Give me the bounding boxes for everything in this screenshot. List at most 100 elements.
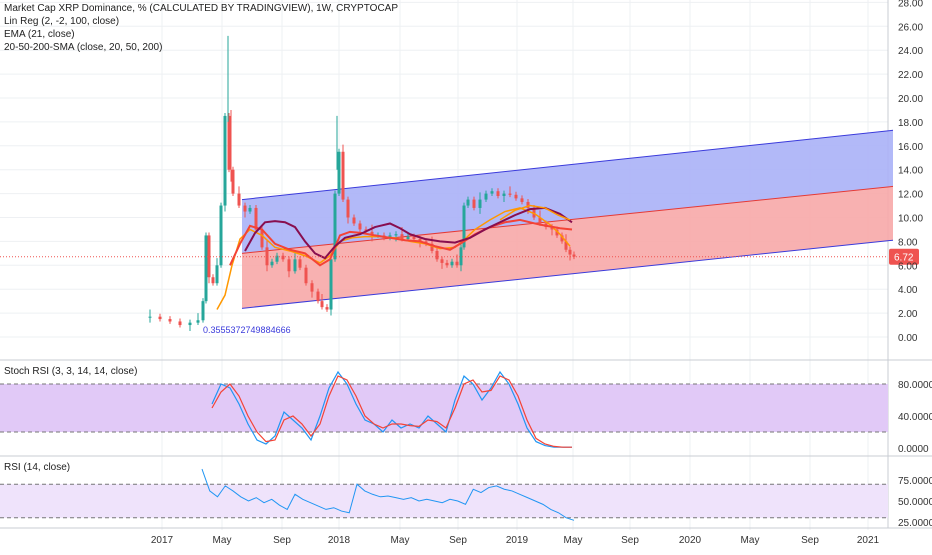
candle-body xyxy=(370,231,374,236)
linreg-legend[interactable]: Lin Reg (2, -2, 100, close) xyxy=(4,16,120,27)
sma-50-line xyxy=(244,206,573,260)
price-tick-label: 14.00 xyxy=(898,166,923,177)
sma-20-line xyxy=(499,204,571,221)
stoch-rsi-title[interactable]: Stoch RSI (3, 3, 14, 14, close) xyxy=(4,366,138,377)
rsi-pane: 75.0000 50.0000 25.0000 xyxy=(0,468,932,529)
ema-legend[interactable]: EMA (21, close) xyxy=(4,29,75,40)
candle-body xyxy=(560,235,564,242)
candle-body xyxy=(459,247,463,266)
candle-body xyxy=(555,229,559,236)
stoch-k-line xyxy=(211,370,572,448)
candle-body xyxy=(572,254,576,257)
candle-body xyxy=(293,259,297,272)
time-tick-label: Sep xyxy=(273,535,291,546)
candle-body xyxy=(496,191,500,196)
channel-upper-fill xyxy=(242,130,893,254)
candle-body xyxy=(394,234,398,236)
candle-body xyxy=(316,291,320,302)
time-tick-label: May xyxy=(564,535,583,546)
price-tick-label: 4.00 xyxy=(898,285,918,296)
candle-body xyxy=(243,205,247,212)
price-tick-label: 8.00 xyxy=(898,237,918,248)
rsi-title[interactable]: RSI (14, close) xyxy=(4,462,71,473)
time-tick-label: Sep xyxy=(801,535,819,546)
stoch-rsi-pane: 80.0000 40.0000 0.0000 xyxy=(0,370,932,455)
time-tick-label: Sep xyxy=(621,535,639,546)
candle-body xyxy=(275,255,279,262)
rsi-band xyxy=(0,484,888,518)
candle-body xyxy=(435,250,439,260)
candle-body xyxy=(514,194,518,199)
price-tick-label: 22.00 xyxy=(898,70,923,81)
candle-body xyxy=(450,261,454,266)
time-axis: 2017 May Sep 2018 May Sep 2019 May Sep 2020 May Sep… xyxy=(151,535,880,546)
time-tick-label: May xyxy=(741,535,760,546)
candle-body xyxy=(215,265,219,284)
candle-body xyxy=(188,322,192,326)
time-tick-label: Sep xyxy=(449,535,467,546)
candle-body xyxy=(337,151,341,194)
candle-body xyxy=(564,241,568,250)
candle-body xyxy=(178,321,182,326)
candle-body xyxy=(520,198,524,202)
candle-body xyxy=(406,236,410,240)
candle-body xyxy=(304,267,308,284)
candle-body xyxy=(219,205,223,266)
candle-body xyxy=(466,199,470,206)
price-tick-label: 20.00 xyxy=(898,94,923,105)
stoch-tick-label: 80.0000 xyxy=(898,380,932,391)
candle-body xyxy=(260,229,264,248)
candle-body xyxy=(310,283,314,292)
time-tick-label: May xyxy=(213,535,232,546)
candle-body xyxy=(550,227,554,230)
candle-body xyxy=(455,261,459,266)
candle-body xyxy=(207,235,211,278)
candle-body xyxy=(445,262,449,266)
candle-body xyxy=(237,193,241,206)
sma-legend[interactable]: 20-50-200-SMA (close, 20, 50, 200) xyxy=(4,42,163,53)
price-tick-label: 28.00 xyxy=(898,0,923,9)
candle-body xyxy=(478,199,482,208)
candle-body xyxy=(346,199,350,218)
stoch-band xyxy=(0,384,888,432)
candle-body xyxy=(320,301,324,308)
price-badge: 6.72 xyxy=(894,253,914,264)
ema-line xyxy=(229,218,573,267)
candle-body xyxy=(430,243,434,251)
candle-body xyxy=(484,193,488,200)
candle-body xyxy=(490,191,494,194)
time-tick-label: 2019 xyxy=(506,535,529,546)
price-tick-label: 16.00 xyxy=(898,142,923,153)
candle-body xyxy=(472,199,476,208)
candle-body xyxy=(254,207,258,230)
candle-body xyxy=(148,316,152,318)
candle-body xyxy=(502,193,506,196)
min-value-label: 0.3555372749884666 xyxy=(203,325,291,335)
rsi-tick-label: 75.0000 xyxy=(898,476,932,487)
candle-body xyxy=(352,217,356,224)
candle-body xyxy=(508,193,512,195)
candle-body xyxy=(158,316,162,320)
channel-upper-line xyxy=(241,129,894,201)
candle-body xyxy=(270,261,274,266)
candle-body xyxy=(201,301,205,321)
time-tick-label: 2021 xyxy=(857,535,880,546)
stoch-d-line xyxy=(211,375,572,448)
price-badge-bg xyxy=(889,248,919,265)
candle-body xyxy=(462,205,466,248)
candle-body xyxy=(341,151,345,200)
candle-body xyxy=(325,307,329,310)
candle-body xyxy=(231,169,235,194)
candle-body xyxy=(211,277,215,284)
channel-lower-line xyxy=(241,239,894,309)
stoch-tick-label: 40.0000 xyxy=(898,412,932,423)
moving-averages xyxy=(216,204,573,310)
candle-body xyxy=(333,193,337,260)
candle-body xyxy=(248,207,252,212)
rsi-tick-label: 25.0000 xyxy=(898,518,932,529)
candle-body xyxy=(358,223,362,230)
price-tick-label: 18.00 xyxy=(898,118,923,129)
time-tick-label: 2020 xyxy=(679,535,702,546)
